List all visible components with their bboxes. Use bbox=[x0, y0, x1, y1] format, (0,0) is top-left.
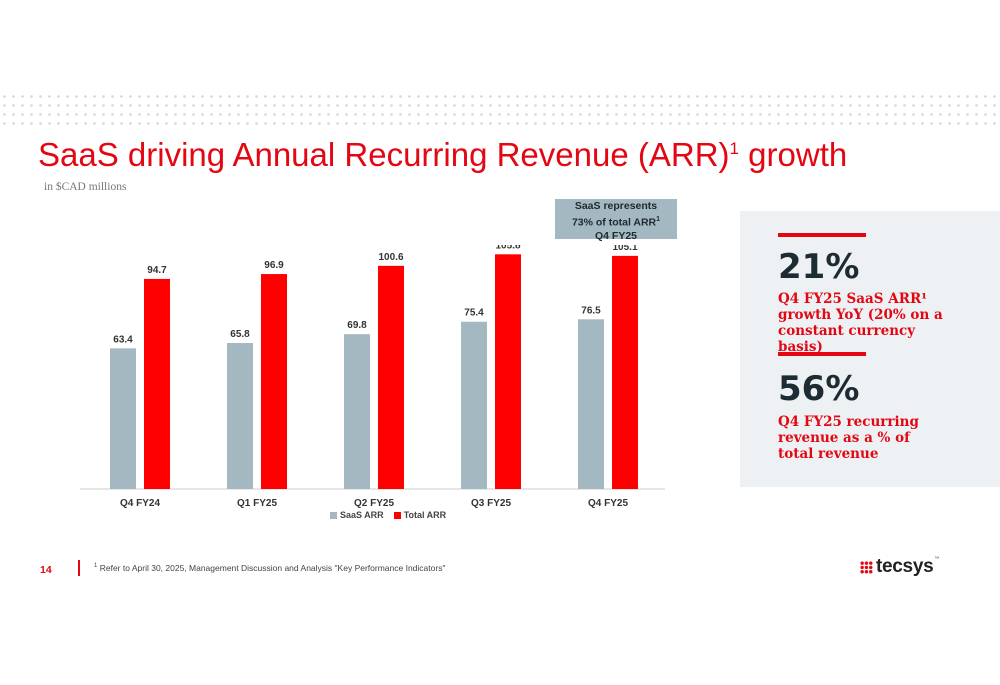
kpi-divider-2 bbox=[778, 352, 866, 356]
data-label-saas-arr: 63.4 bbox=[113, 334, 133, 345]
data-label-saas-arr: 76.5 bbox=[581, 305, 601, 316]
title-footnote-marker: 1 bbox=[729, 139, 739, 158]
page-title-text: SaaS driving Annual Recurring Revenue (A… bbox=[38, 136, 730, 173]
bar-saas-arr bbox=[344, 334, 370, 489]
bar-saas-arr bbox=[110, 348, 136, 489]
kpi-panel: 21% Q4 FY25 SaaS ARR¹ growth YoY (20% on… bbox=[740, 211, 1000, 487]
footnote-marker: 1 bbox=[94, 563, 98, 570]
data-label-saas-arr: 75.4 bbox=[464, 308, 484, 319]
kpi-divider-1 bbox=[778, 233, 866, 237]
logo-trademark: ™ bbox=[934, 556, 940, 562]
kpi-desc-line: Q4 FY25 SaaS ARR¹ bbox=[778, 291, 928, 307]
legend-swatch-saas bbox=[330, 511, 337, 519]
kpi-desc-recurring-share: Q4 FY25 recurring revenue as a % of tota… bbox=[778, 414, 978, 462]
bar-total-arr bbox=[495, 254, 521, 489]
kpi-desc-line: Q4 FY25 recurring bbox=[778, 414, 919, 430]
kpi-desc-line: growth YoY (20% on a bbox=[778, 307, 943, 323]
tecsys-logo: tecsys ™ bbox=[860, 556, 939, 578]
kpi-desc-line: basis) bbox=[778, 339, 823, 355]
bar-total-arr bbox=[378, 265, 404, 489]
x-tick-label: Q2 FY25 bbox=[354, 498, 394, 509]
kpi-desc-line: revenue as a % of bbox=[778, 430, 910, 446]
bar-total-arr bbox=[144, 278, 170, 489]
data-label-total-arr: 96.9 bbox=[264, 260, 284, 271]
chart-legend: SaaS ARR Total ARR bbox=[330, 510, 446, 520]
data-label-total-arr: 94.7 bbox=[147, 265, 167, 276]
legend-item-saas: SaaS ARR bbox=[330, 510, 384, 520]
kpi-desc-line: constant currency bbox=[778, 323, 916, 339]
footnote-text: Refer to April 30, 2025, Management Disc… bbox=[99, 563, 446, 573]
legend-label-saas: SaaS ARR bbox=[340, 510, 384, 520]
bar-saas-arr bbox=[461, 321, 487, 489]
footnote: 1 Refer to April 30, 2025, Management Di… bbox=[94, 563, 445, 573]
logo-dots-icon bbox=[860, 560, 873, 574]
data-label-saas-arr: 69.8 bbox=[347, 320, 367, 331]
bar-total-arr bbox=[612, 255, 638, 489]
kpi-desc-saas-growth: Q4 FY25 SaaS ARR¹ growth YoY (20% on a c… bbox=[778, 291, 978, 355]
callout-line-2: 73% of total ARR1 bbox=[555, 213, 677, 230]
data-label-total-arr: 100.6 bbox=[378, 252, 403, 263]
x-tick-label: Q4 FY24 bbox=[120, 498, 160, 509]
callout-line-1: SaaS represents bbox=[574, 200, 658, 212]
arr-bar-chart: 63.4 94.7 Q4 FY24 65.8 96.9 Q1 FY25 69.8 100.6 Q… bbox=[80, 245, 665, 509]
legend-item-total: Total ARR bbox=[393, 510, 447, 520]
data-label-total-arr: 105.1 bbox=[612, 245, 637, 253]
kpi-desc-line: total revenue bbox=[778, 446, 879, 462]
bar-saas-arr bbox=[578, 319, 604, 489]
page-title-suffix: growth bbox=[739, 136, 848, 173]
callout-line-2-text: 73% of total ARR bbox=[571, 216, 657, 229]
logo-wordmark: tecsys bbox=[876, 556, 934, 577]
dot-pattern-band bbox=[0, 92, 1000, 128]
units-subtitle: in $CAD millions bbox=[44, 181, 127, 193]
bar-saas-arr bbox=[227, 343, 253, 489]
footer-separator bbox=[78, 560, 80, 576]
callout-footnote-marker: 1 bbox=[656, 216, 661, 223]
page-number: 14 bbox=[40, 564, 52, 576]
x-tick-label: Q3 FY25 bbox=[471, 498, 511, 509]
legend-label-total: Total ARR bbox=[403, 510, 447, 520]
data-label-total-arr: 105.8 bbox=[495, 245, 520, 251]
kpi-value-recurring-share: 56% bbox=[778, 369, 860, 409]
x-tick-label: Q4 FY25 bbox=[588, 498, 628, 509]
x-tick-label: Q1 FY25 bbox=[237, 498, 277, 509]
kpi-value-saas-growth: 21% bbox=[778, 247, 860, 287]
page-title: SaaS driving Annual Recurring Revenue (A… bbox=[38, 136, 847, 174]
callout-line-3: Q4 FY25 bbox=[594, 229, 638, 242]
legend-swatch-total bbox=[393, 511, 401, 519]
saas-share-callout: SaaS represents 73% of total ARR1 Q4 FY2… bbox=[555, 199, 677, 242]
data-label-saas-arr: 65.8 bbox=[230, 329, 250, 340]
bar-total-arr bbox=[261, 274, 287, 489]
